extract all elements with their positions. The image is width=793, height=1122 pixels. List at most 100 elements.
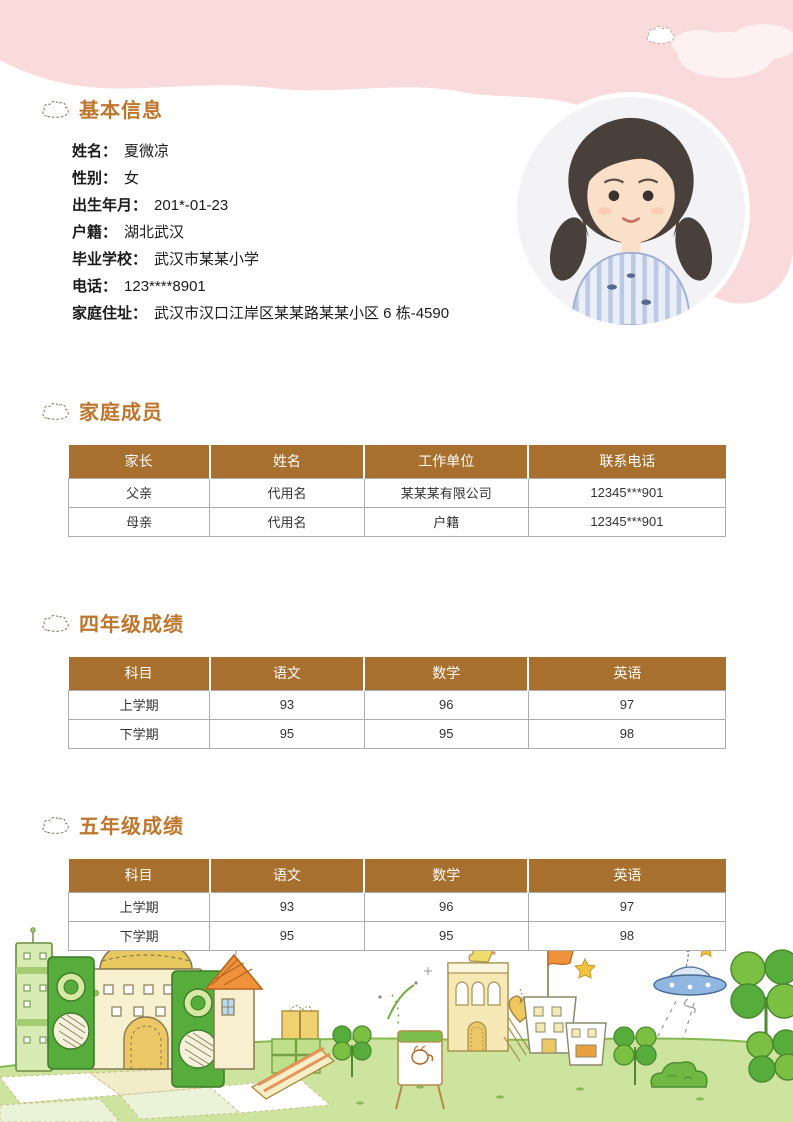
table-cell: 下学期: [67, 920, 211, 951]
clover-tree: [332, 1025, 372, 1077]
table-cell: 96: [363, 891, 529, 922]
table-cell: 93: [209, 689, 365, 720]
table-cell: 户籍: [363, 506, 529, 537]
section-title: 五年级成绩: [79, 816, 184, 838]
cloud-dashed-icon: [646, 26, 675, 44]
table-cell: 上学期: [67, 689, 211, 720]
table-cell: 96: [363, 689, 529, 720]
basic-info-list: 姓名： 夏微凉 性别： 女 出生年月： 201*-01-23 户籍： 湖北武汉 毕业学校…: [72, 138, 449, 327]
table-cell: 98: [527, 920, 727, 951]
table-cell: 某某某有限公司: [363, 477, 529, 508]
table-header-row: 科目 语文 数学 英语: [68, 657, 726, 690]
table-cell: 95: [209, 920, 365, 951]
section-family: 家庭成员 家长 姓名 工作单位 联系电话 父亲 代用名 某某某有限公司 1234…: [40, 396, 727, 537]
cloud-soft: [672, 24, 793, 78]
table-row: 下学期 95 95 98: [67, 920, 727, 951]
column-header: 联系电话: [528, 445, 726, 478]
gift-boxes: [250, 1005, 336, 1100]
info-row-school: 毕业学校： 武汉市某某小学: [72, 246, 449, 273]
field-value: 湖北武汉: [124, 224, 185, 241]
mouth: [622, 217, 640, 223]
column-header: 数学: [364, 859, 530, 892]
table-cell: 母亲: [67, 506, 211, 537]
table-cell: 上学期: [67, 891, 211, 922]
table-cell: 下学期: [67, 718, 211, 749]
table-cell: 95: [363, 920, 529, 951]
info-row-address: 家庭住址： 武汉市汉口江岸区某某路某某小区 6 栋-4590: [72, 300, 449, 327]
table-cell: 12345***901: [527, 506, 727, 537]
tower-building: [15, 927, 53, 1072]
table-cell: 95: [363, 718, 529, 749]
flag-building: [523, 945, 577, 1054]
grade5-table: 科目 语文 数学 英语 上学期 93 96 97 下学期 95 95 98: [67, 859, 727, 951]
section-title: 家庭成员: [79, 402, 163, 424]
info-row-gender: 性别： 女: [72, 165, 449, 192]
field-label: 户籍：: [72, 224, 118, 241]
cloud-icon: [42, 100, 69, 118]
table-header-row: 科目 语文 数学 英语: [68, 859, 726, 892]
cloud-icon: [42, 614, 69, 632]
speaker-left: [47, 956, 95, 1070]
field-value: 武汉市某某小学: [154, 251, 260, 268]
table-row: 父亲 代用名 某某某有限公司 12345***901: [67, 477, 727, 508]
field-label: 毕业学校：: [72, 251, 148, 268]
column-header: 工作单位: [364, 445, 530, 478]
table-row: 下学期 95 95 98: [67, 718, 727, 749]
banner-background: [0, 0, 793, 304]
field-value: 女: [124, 170, 140, 187]
clover-large: [730, 949, 793, 1083]
info-row-name: 姓名： 夏微凉: [72, 138, 449, 165]
section-grade5: 五年级成绩 科目 语文 数学 英语 上学期 93 96 97 下学期 95: [40, 810, 727, 951]
field-value: 夏微凉: [124, 143, 170, 160]
section-title: 基本信息: [79, 100, 163, 122]
fountain: [378, 967, 432, 1024]
info-row-registry: 户籍： 湖北武汉: [72, 219, 449, 246]
town-illustration: [0, 927, 793, 1122]
column-header: 语文: [209, 859, 366, 892]
field-label: 家庭住址：: [72, 305, 148, 322]
eye-left: [608, 190, 620, 202]
orange-roof-house: [204, 935, 264, 1070]
bangs: [587, 131, 675, 185]
column-header: 科目: [68, 859, 211, 892]
field-value: 201*-01-23: [154, 197, 229, 214]
table-cell: 代用名: [209, 477, 365, 508]
column-header: 家长: [68, 445, 211, 478]
table-cell: 97: [527, 891, 727, 922]
field-label: 性别：: [72, 170, 118, 187]
student-photo: [512, 92, 750, 330]
pigtail-right: [675, 217, 713, 281]
table-cell: 98: [527, 718, 727, 749]
speaker-right: [171, 970, 225, 1088]
table-header-row: 家长 姓名 工作单位 联系电话: [68, 445, 726, 478]
table-cell: 95: [209, 718, 365, 749]
info-row-phone: 电话： 123****8901: [72, 273, 449, 300]
table-cell: 93: [209, 891, 365, 922]
family-table: 家长 姓名 工作单位 联系电话 父亲 代用名 某某某有限公司 12345***9…: [67, 445, 727, 537]
section-header: 四年级成绩: [40, 608, 726, 637]
dress: [571, 251, 691, 325]
field-label: 电话：: [72, 278, 118, 295]
cloud-icon: [42, 402, 69, 420]
column-header: 科目: [68, 657, 211, 690]
section-basic-info: 基本信息 姓名： 夏微凉 性别： 女 出生年月： 201*-01-23 户籍： 湖北武汉…: [40, 94, 449, 327]
table-cell: 父亲: [67, 477, 211, 508]
table-row: 上学期 93 96 97: [67, 891, 727, 922]
cafe-sign: [395, 1030, 445, 1110]
field-label: 姓名：: [72, 143, 118, 160]
clover-tree: [613, 1026, 657, 1085]
section-grade4: 四年级成绩 科目 语文 数学 英语 上学期 93 96 97 下学期 95: [40, 608, 727, 749]
eye-right: [642, 190, 654, 202]
table-cell: 97: [527, 689, 727, 720]
column-header: 语文: [209, 657, 366, 690]
pigtail-left: [549, 217, 587, 281]
section-title: 四年级成绩: [79, 614, 184, 636]
table-cell: 代用名: [209, 506, 365, 537]
field-label: 出生年月：: [72, 197, 148, 214]
table-row: 上学期 93 96 97: [67, 689, 727, 720]
column-header: 姓名: [209, 445, 366, 478]
face: [587, 148, 675, 244]
grass-dots: [356, 1085, 704, 1105]
info-row-birth: 出生年月： 201*-01-23: [72, 192, 449, 219]
